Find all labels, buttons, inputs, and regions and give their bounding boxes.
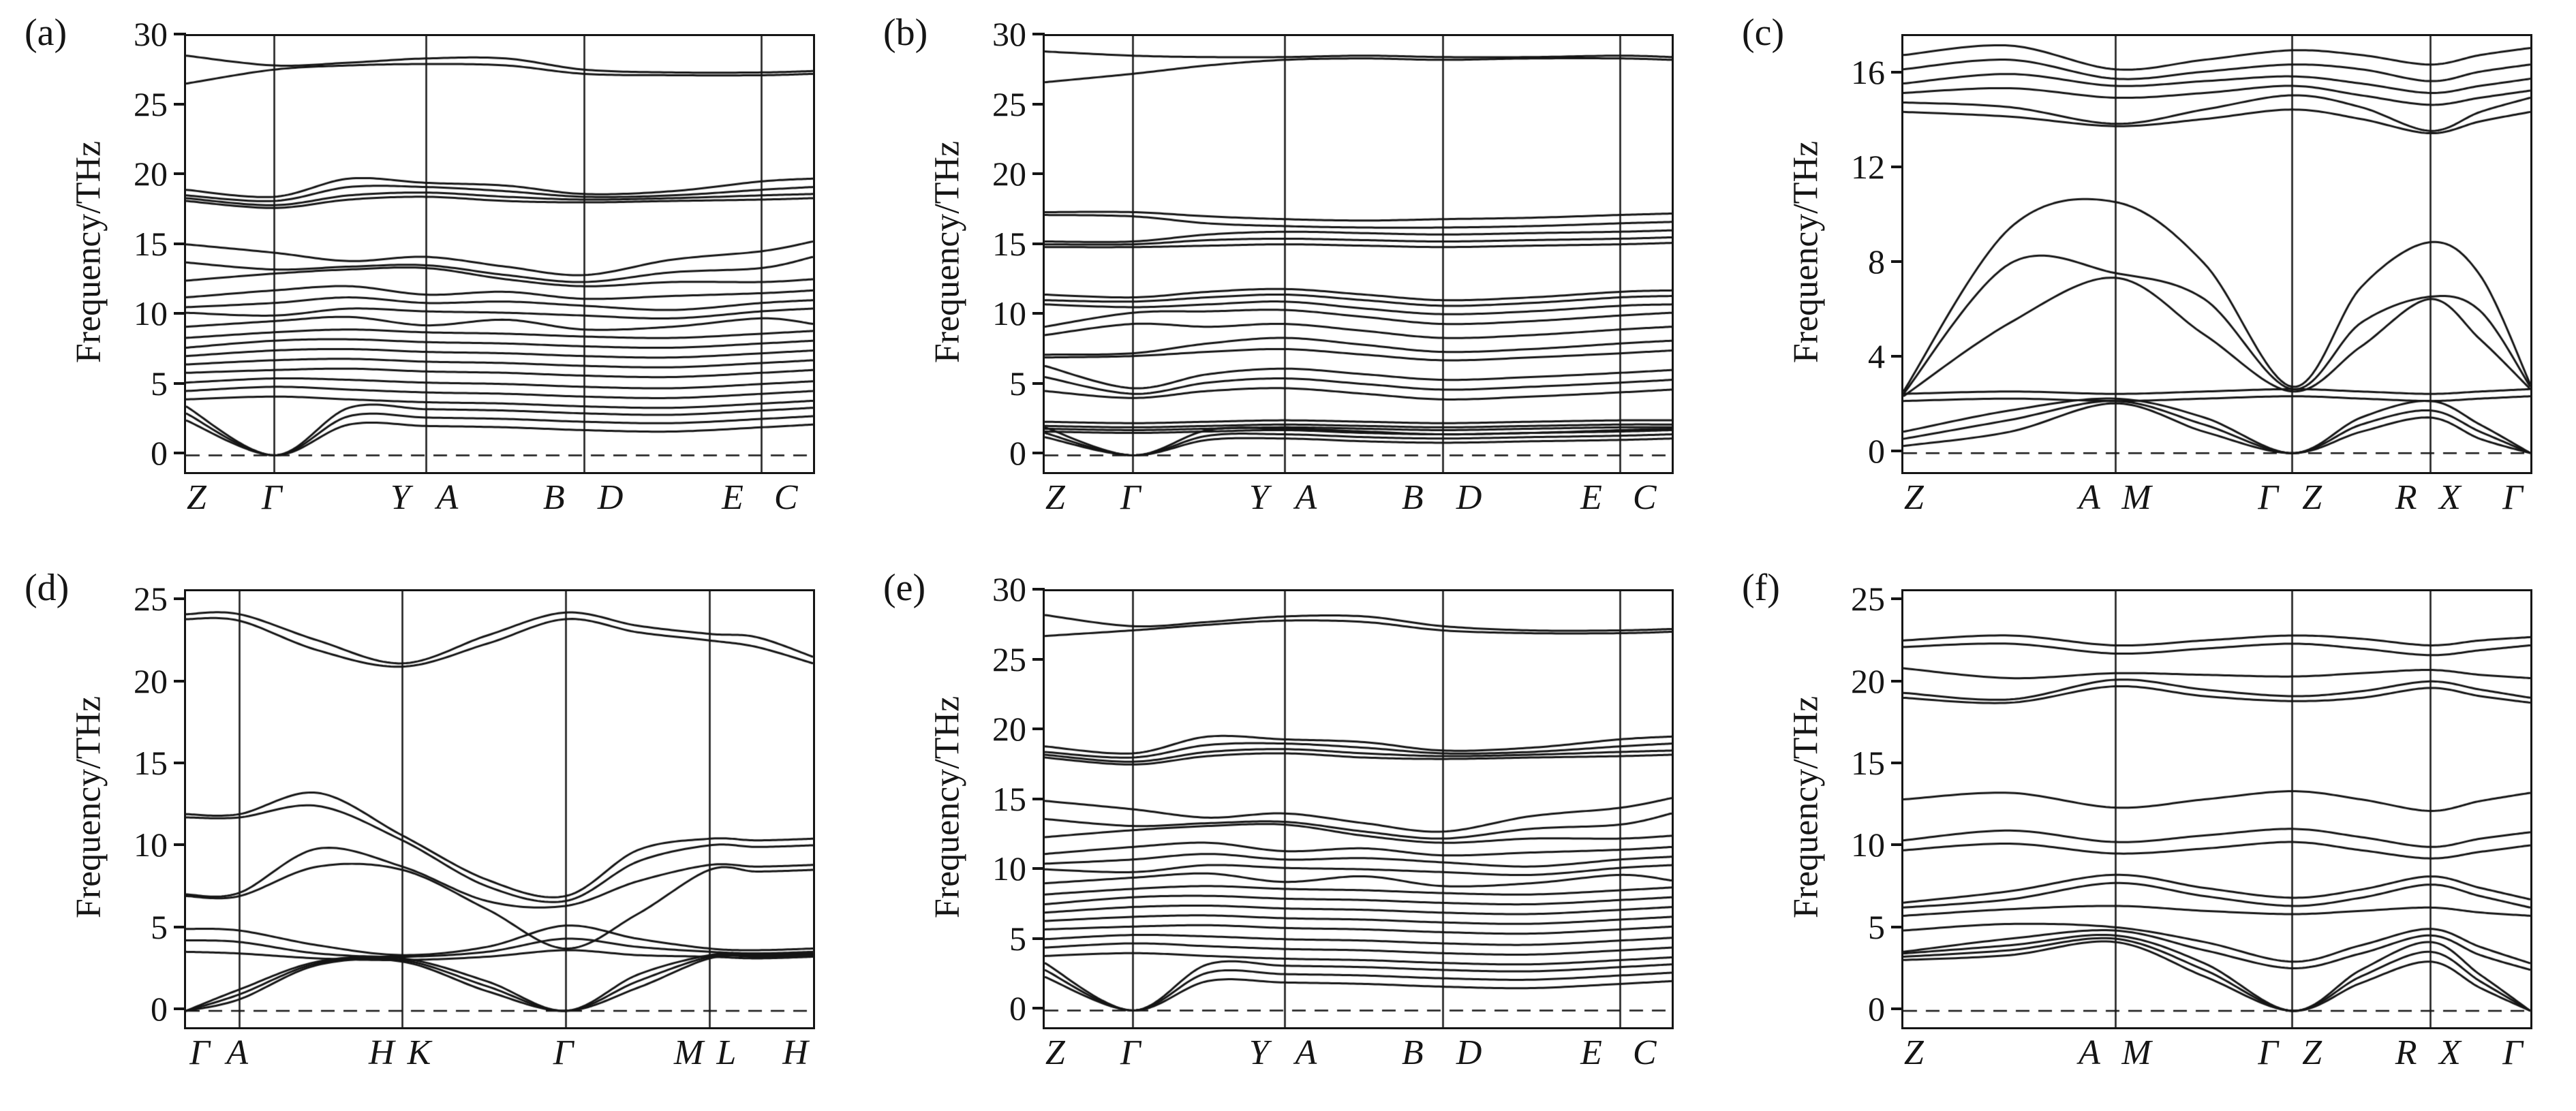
k-point-label: Y <box>390 478 410 517</box>
k-point-label: E <box>1580 1033 1602 1072</box>
k-point-label: D <box>1456 1033 1482 1072</box>
y-axis-title: Frequency/THz <box>69 140 108 364</box>
y-axis-tick-label: 20 <box>134 661 168 700</box>
k-point-label: Z <box>1045 478 1065 517</box>
panel-label-f: (f) <box>1742 567 1780 609</box>
k-point-label: H <box>369 1033 395 1072</box>
k-point-label: A <box>2079 478 2100 517</box>
k-point-label: Γ <box>189 1033 210 1072</box>
y-axis-tick-label: 25 <box>992 640 1026 678</box>
k-point-label: M <box>673 1033 704 1072</box>
plot-area <box>1043 589 1674 1029</box>
k-point-label: A <box>1295 478 1317 517</box>
panel-label-c: (c) <box>1742 12 1785 54</box>
k-point-label: H <box>782 1033 808 1072</box>
plot-area <box>184 34 815 474</box>
phonon-dispersion-canvas <box>186 591 813 1027</box>
panel-label-b: (b) <box>883 12 928 54</box>
k-point-label: X <box>2439 1033 2461 1072</box>
k-point-label: L <box>716 1033 737 1072</box>
y-axis-tick-label: 5 <box>151 364 168 403</box>
panel-label-d: (d) <box>25 567 70 609</box>
y-axis-tick-label: 25 <box>134 580 168 619</box>
k-point-label: Γ <box>2258 1033 2278 1072</box>
k-point-label: C <box>1632 478 1657 517</box>
y-axis-title: Frequency/THz <box>927 695 967 919</box>
y-axis-tick-label: 16 <box>1851 52 1885 91</box>
y-axis-title: Frequency/THz <box>1786 695 1826 919</box>
y-axis-title: Frequency/THz <box>927 140 967 364</box>
y-axis-title: Frequency/THz <box>69 695 108 919</box>
plot-area <box>1901 589 2532 1029</box>
k-point-label: B <box>1401 478 1424 517</box>
k-point-label: K <box>407 1033 431 1072</box>
k-point-label: E <box>1580 478 1602 517</box>
y-axis-tick-label: 25 <box>134 84 168 123</box>
phonon-dispersion-canvas <box>1045 591 1672 1027</box>
k-point-label: A <box>226 1033 249 1072</box>
k-point-label: D <box>597 478 624 517</box>
k-point-label: R <box>2395 478 2417 517</box>
y-axis-tick-label: 0 <box>1868 432 1885 471</box>
y-axis-tick-label: 0 <box>1009 434 1026 473</box>
k-point-label: X <box>2439 478 2461 517</box>
y-axis-tick-label: 20 <box>1851 661 1885 700</box>
k-point-label: Γ <box>1120 1033 1141 1072</box>
k-point-label: Z <box>186 478 206 517</box>
phonon-dispersion-canvas <box>1045 36 1672 472</box>
k-point-label: A <box>2079 1033 2100 1072</box>
k-point-label: D <box>1456 478 1482 517</box>
k-point-label: Z <box>2302 1033 2322 1072</box>
plot-area <box>184 589 815 1029</box>
y-axis-tick-label: 5 <box>1009 919 1026 958</box>
k-point-label: M <box>2121 478 2151 517</box>
k-point-label: B <box>1401 1033 1424 1072</box>
k-point-label: M <box>2121 1033 2151 1072</box>
k-point-label: Z <box>1903 1033 1924 1072</box>
phonon-dispersion-canvas <box>1903 36 2530 472</box>
k-point-label: C <box>1632 1033 1657 1072</box>
k-point-label: Γ <box>262 478 282 517</box>
k-point-label: Γ <box>553 1033 574 1072</box>
y-axis-tick-label: 25 <box>992 84 1026 123</box>
y-axis-tick-label: 0 <box>1009 989 1026 1028</box>
k-point-label: R <box>2395 1033 2417 1072</box>
k-point-label: Y <box>1248 478 1269 517</box>
k-point-label: Γ <box>1120 478 1141 517</box>
phonon-dispersion-canvas <box>1903 591 2530 1027</box>
k-point-label: Z <box>1045 1033 1065 1072</box>
k-point-label: Z <box>1903 478 1924 517</box>
phonon-dispersion-canvas <box>186 36 813 472</box>
y-axis-title: Frequency/THz <box>1786 140 1826 364</box>
k-point-label: Γ <box>2258 478 2278 517</box>
k-point-label: Y <box>1248 1033 1269 1072</box>
y-axis-tick-label: 0 <box>151 989 168 1028</box>
y-axis-tick-label: 30 <box>134 15 168 53</box>
plot-area <box>1901 34 2532 474</box>
k-point-label: C <box>773 478 798 517</box>
y-axis-tick-label: 0 <box>1868 989 1885 1028</box>
y-axis-tick-label: 25 <box>1851 580 1885 619</box>
k-point-label: A <box>1295 1033 1317 1072</box>
y-axis-tick-label: 30 <box>992 570 1026 608</box>
y-axis-tick-label: 30 <box>992 15 1026 53</box>
k-point-label: A <box>436 478 459 517</box>
y-axis-tick-label: 0 <box>151 434 168 473</box>
k-point-label: Γ <box>2502 1033 2523 1072</box>
k-point-label: E <box>722 478 743 517</box>
k-point-label: Γ <box>2502 478 2523 517</box>
plot-area <box>1043 34 1674 474</box>
y-axis-tick-label: 5 <box>1009 364 1026 403</box>
panel-label-a: (a) <box>25 12 67 54</box>
k-point-label: Z <box>2302 478 2322 517</box>
k-point-label: B <box>542 478 565 517</box>
panel-label-e: (e) <box>883 567 926 609</box>
